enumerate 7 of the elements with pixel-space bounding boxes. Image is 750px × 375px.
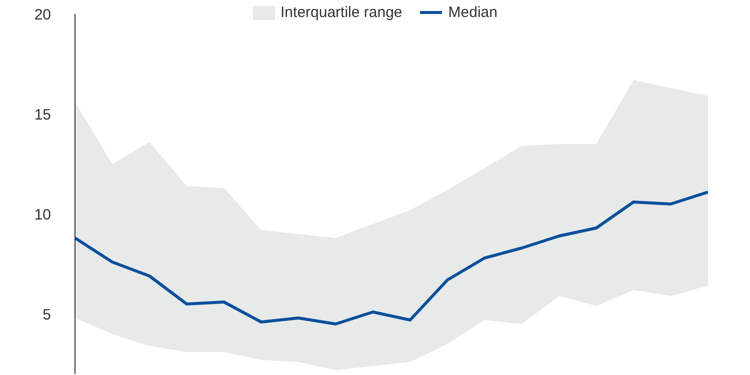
legend-label: Median — [448, 4, 498, 21]
y-tick-label: 5 — [42, 306, 51, 324]
y-tick-label: 20 — [34, 6, 51, 24]
legend-label: Interquartile range — [280, 4, 402, 21]
y-tick-label: 15 — [34, 106, 51, 124]
line-series — [75, 190, 708, 326]
y-tick-label: 10 — [34, 206, 51, 224]
